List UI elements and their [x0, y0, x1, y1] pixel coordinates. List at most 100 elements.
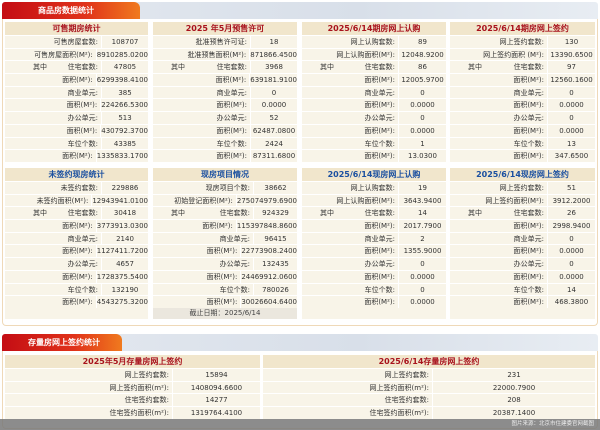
table-row: 初始登记面积(M²): 275074979.6900: [153, 193, 297, 207]
table-row: 面积(M²): 12560.1600: [450, 73, 595, 86]
row-label: 车位个数:: [302, 283, 399, 296]
table-row: 车位个数: 43385: [5, 136, 148, 150]
row-label-text: 住宅套数:: [216, 63, 247, 72]
row-label-text: 办公单元:: [364, 114, 395, 123]
row-label-text: 面积(M²):: [364, 222, 395, 231]
row-value: 0: [420, 88, 425, 97]
row-label: 面积(M²):: [153, 270, 242, 283]
row-value: 208: [507, 396, 521, 405]
table-row: 其中 住宅套数: 14: [302, 206, 446, 220]
row-label: 面积(M²):: [302, 220, 399, 232]
table-row: 面积(M²): 6299398.4100: [5, 73, 148, 86]
row-label-text: 住宅套数:: [67, 63, 98, 72]
row-label: 网上认购套数:: [302, 182, 399, 194]
row-label-text: 面积(M²):: [62, 76, 93, 85]
table-row: 面积(M²): 30026604.6400: [153, 295, 297, 308]
table-row: 车位个数: 0: [302, 282, 446, 296]
row-label-text: 网上签约面积 (M²):: [483, 50, 544, 59]
row-value: 86: [418, 63, 427, 72]
row-value: 30418: [113, 209, 137, 218]
row-label-text: 面积(M²):: [206, 298, 238, 307]
table-row: 面积(M²): 468.3800: [450, 295, 595, 308]
table-row: 面积(M²): 1127411.7200: [5, 244, 148, 258]
row-label: 办公单元:: [302, 258, 399, 270]
row-value: 43385: [113, 139, 137, 148]
row-label-text: 面积(M²):: [66, 126, 98, 135]
row-label-text: 住宅套数:: [364, 209, 395, 218]
row-value: 12048.9200: [401, 50, 444, 59]
row-value: 13.0300: [408, 152, 437, 161]
row-value: 3968: [265, 63, 283, 72]
row-label-text: 住宅签约套数:: [124, 396, 169, 405]
row-label-text: 住宅签约面积(m²):: [109, 409, 169, 418]
row-value: 3643.9400: [403, 196, 442, 205]
row-value: 1335833.1700: [96, 152, 148, 161]
table-row: 网上认购套数: 89: [302, 35, 446, 48]
table-row: 商业单元: 0: [450, 231, 595, 245]
table-row: 其中 住宅套数: 97: [450, 60, 595, 74]
row-label-text: 面积(M²):: [62, 298, 93, 307]
section-tab-new-homes[interactable]: 商品房数据统计: [2, 2, 140, 19]
table-row: 商业单元: 2: [302, 231, 446, 245]
row-value: 275074979.6900: [236, 196, 297, 205]
row-label-text: 办公单元:: [216, 114, 247, 123]
panel-title: 可售期房统计: [5, 22, 148, 35]
row-label: 网上签约面积 (M²):: [450, 48, 548, 61]
section-tab-resale[interactable]: 存量房网上签约统计: [2, 334, 122, 351]
table-row: 办公单元: 0: [450, 257, 595, 270]
table-row: 商业单元: 0: [153, 85, 297, 99]
row-value: 0: [569, 260, 574, 269]
row-value: 0.0000: [559, 247, 584, 256]
row-label: 网上签约套数:: [450, 36, 548, 48]
table-row: 面积(M²): 0.0000: [302, 123, 446, 137]
table-row: 网上认购面积(M²): 3643.9400: [302, 193, 446, 207]
panel-title: 2025/6/14期房网上认购: [302, 22, 446, 35]
row-label-text: 面积(M²):: [364, 76, 395, 85]
row-label: 面积(M²):: [153, 220, 237, 232]
stats-panel: 2025/6/14期房网上签约 网上签约套数: 130 网上签约面积 (M²): 133…: [450, 22, 595, 162]
row-label-text: 办公单元:: [513, 114, 544, 123]
row-label-text: 面积(M²):: [364, 152, 395, 161]
row-value: 4657: [116, 260, 134, 269]
row-label-text: 面积(M²):: [513, 222, 544, 231]
row-label-text: 面积(M²):: [513, 76, 544, 85]
row-label-text: 住宅套数:: [67, 209, 98, 218]
row-label-text: 住宅签约面积(m²):: [369, 409, 429, 418]
row-label: 面积(M²):: [450, 124, 548, 137]
row-label-text: 面积(M²):: [62, 247, 93, 256]
row-label: 商业单元:: [302, 86, 399, 99]
table-row: 网上认购面积(M²): 12048.9200: [302, 47, 446, 61]
panel-footer: [5, 307, 148, 319]
row-label: 网上签约面积(m²):: [5, 381, 173, 394]
row-label-text: 可售房屋面积(M²):: [34, 50, 93, 59]
row-label-text: 面积(M²):: [364, 272, 395, 281]
row-value: 18: [269, 38, 279, 46]
row-label: 住宅签约面积(m²):: [263, 407, 433, 419]
table-row: 现房项目个数: 38662: [153, 181, 297, 194]
row-label: 批准预售许可证:: [153, 36, 251, 48]
table-row: 面积(M²): 1728375.5400: [5, 269, 148, 283]
row-label: 面积(M²):: [5, 296, 97, 308]
row-label-text: 面积(M²):: [513, 126, 544, 135]
row-label-text: 批准预售许可证:: [195, 38, 247, 46]
row-value: 0.0000: [559, 126, 584, 135]
row-value: 0.0000: [410, 298, 435, 307]
table-row: 办公单元: 0: [302, 257, 446, 270]
row-label-text: 面积(M²):: [206, 272, 238, 281]
row-label: 其中 住宅套数:: [302, 61, 399, 74]
row-label: 车位个数:: [450, 283, 548, 296]
row-label-text: 可售房屋套数:: [53, 38, 98, 46]
table-row: 车位个数: 2424: [153, 136, 297, 150]
row-value: 12943941.0100: [92, 196, 148, 205]
row-label: 住宅签约套数:: [263, 394, 433, 407]
row-label: 其中 住宅套数:: [450, 61, 548, 74]
row-label: 面积(M²):: [302, 296, 399, 308]
row-label-text: 网上认购套数:: [350, 184, 395, 192]
row-label-text: 批准预售面积(M²):: [187, 50, 247, 59]
table-row: 网上认购套数: 19: [302, 181, 446, 194]
row-label: 商业单元:: [5, 232, 102, 245]
row-value: 468.3800: [554, 298, 589, 307]
table-row: 面积(M²): 2998.9400: [450, 219, 595, 232]
row-label: 商业单元:: [153, 232, 254, 245]
row-value: 0: [569, 234, 574, 243]
